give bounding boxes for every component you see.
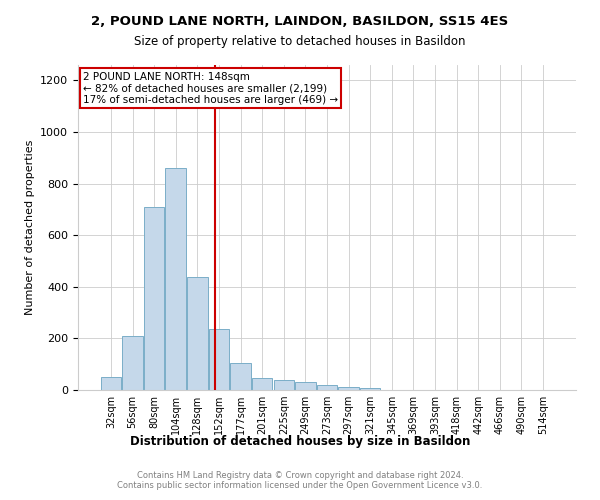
Bar	[166, 168, 186, 390]
Bar	[317, 385, 337, 390]
Bar	[252, 378, 272, 390]
Bar	[338, 388, 359, 390]
Bar	[101, 377, 121, 390]
Bar	[230, 363, 251, 390]
Bar	[209, 330, 229, 390]
Bar	[144, 207, 164, 390]
Text: 2 POUND LANE NORTH: 148sqm
← 82% of detached houses are smaller (2,199)
17% of s: 2 POUND LANE NORTH: 148sqm ← 82% of deta…	[83, 72, 338, 104]
Text: 2, POUND LANE NORTH, LAINDON, BASILDON, SS15 4ES: 2, POUND LANE NORTH, LAINDON, BASILDON, …	[91, 15, 509, 28]
Bar	[122, 336, 143, 390]
Bar	[187, 276, 208, 390]
Bar	[360, 388, 380, 390]
Text: Contains HM Land Registry data © Crown copyright and database right 2024.
Contai: Contains HM Land Registry data © Crown c…	[118, 470, 482, 490]
Bar	[274, 380, 294, 390]
Bar	[295, 382, 316, 390]
Text: Size of property relative to detached houses in Basildon: Size of property relative to detached ho…	[134, 35, 466, 48]
Text: Distribution of detached houses by size in Basildon: Distribution of detached houses by size …	[130, 435, 470, 448]
Y-axis label: Number of detached properties: Number of detached properties	[25, 140, 35, 315]
